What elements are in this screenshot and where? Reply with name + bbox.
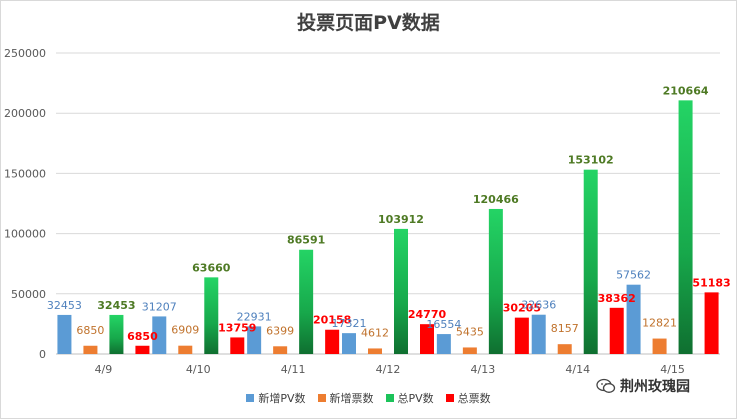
chart-legend: 新增PV数 新增票数 总PV数 总票数 [0, 390, 737, 406]
bar-3 [609, 307, 624, 354]
x-tick-label: 4/11 [281, 363, 306, 376]
bar-1 [83, 345, 98, 354]
bar-0 [247, 326, 262, 354]
y-tick-label: 150000 [4, 167, 46, 180]
data-label: 6850 [127, 330, 158, 343]
legend-item-1: 新增票数 [317, 390, 374, 406]
legend-swatch-2 [385, 394, 394, 402]
x-tick-label: 4/13 [471, 363, 496, 376]
x-tick-label: 4/15 [660, 363, 685, 376]
data-label: 32453 [97, 299, 135, 312]
legend-label-3: 总票数 [457, 392, 491, 405]
data-label: 16554 [426, 318, 461, 331]
data-label: 32636 [521, 299, 556, 312]
watermark: 荆州玫瑰园 [592, 375, 694, 397]
data-label: 86591 [287, 234, 325, 247]
bar-0 [152, 316, 167, 354]
data-label: 103912 [378, 213, 424, 226]
y-tick-label: 250000 [4, 47, 46, 60]
bar-2 [299, 249, 314, 354]
data-label: 32453 [47, 299, 82, 312]
legend-label-1: 新增票数 [329, 392, 374, 405]
chart-title: 投票页面PV数据 [297, 12, 440, 34]
legend-swatch-0 [246, 394, 255, 402]
x-tick-label: 4/12 [376, 363, 401, 376]
bar-2 [678, 100, 693, 355]
data-label: 63660 [192, 261, 231, 274]
data-label: 4612 [361, 326, 389, 339]
legend-label-0: 新增PV数 [258, 392, 306, 405]
bar-3 [704, 292, 719, 354]
data-label: 31207 [142, 300, 177, 313]
legend-item-3: 总票数 [445, 390, 491, 406]
bar-0 [436, 334, 451, 354]
x-tick-label: 4/14 [565, 363, 590, 376]
data-label: 30205 [503, 302, 541, 315]
data-label: 24770 [408, 308, 447, 321]
legend-item-2: 总PV数 [385, 390, 434, 406]
bar-2 [488, 208, 503, 354]
bar-2 [204, 277, 219, 354]
data-label: 20158 [313, 314, 351, 327]
data-label: 153102 [568, 154, 614, 167]
bar-2 [109, 314, 124, 354]
bar-3 [135, 345, 150, 354]
bar-3 [514, 317, 529, 354]
bar-2 [394, 228, 408, 354]
data-label: 22931 [237, 310, 272, 323]
data-label: 6909 [171, 324, 199, 337]
bar-2 [583, 169, 598, 354]
y-tick-label: 100000 [4, 228, 46, 241]
data-label: 120466 [473, 193, 519, 206]
data-label: 51183 [692, 276, 730, 289]
data-label: 8157 [551, 322, 579, 335]
bar-1 [652, 338, 667, 354]
data-label: 13759 [218, 321, 256, 334]
bar-3 [325, 329, 340, 354]
data-label: 12821 [642, 317, 677, 330]
data-label: 210664 [663, 84, 709, 97]
bar-3 [230, 337, 245, 354]
bar-1 [557, 344, 572, 354]
bar-1 [178, 345, 193, 354]
data-label: 6850 [76, 324, 104, 337]
data-label: 5435 [456, 325, 484, 338]
data-label: 17321 [332, 317, 367, 330]
legend-item-0: 新增PV数 [246, 390, 306, 406]
wechat-icon [596, 378, 616, 393]
y-tick-label: 200000 [4, 107, 46, 120]
bar-1 [368, 348, 382, 354]
watermark-text: 荆州玫瑰园 [620, 379, 690, 395]
bar-1 [462, 347, 477, 354]
data-label: 38362 [598, 292, 636, 305]
bar-0 [626, 284, 641, 354]
legend-swatch-1 [317, 394, 326, 402]
legend-swatch-3 [445, 394, 454, 402]
bar-0 [342, 333, 356, 354]
bar-1 [273, 346, 288, 354]
y-tick-label: 0 [39, 348, 46, 361]
data-label: 6399 [266, 324, 294, 337]
y-tick-label: 50000 [11, 288, 46, 301]
bar-3 [420, 324, 434, 354]
bar-0 [57, 314, 72, 354]
legend-label-2: 总PV数 [397, 392, 434, 405]
data-label: 57562 [616, 269, 651, 282]
x-tick-label: 4/9 [95, 363, 113, 376]
x-tick-label: 4/10 [186, 363, 211, 376]
bar-0 [531, 314, 546, 354]
